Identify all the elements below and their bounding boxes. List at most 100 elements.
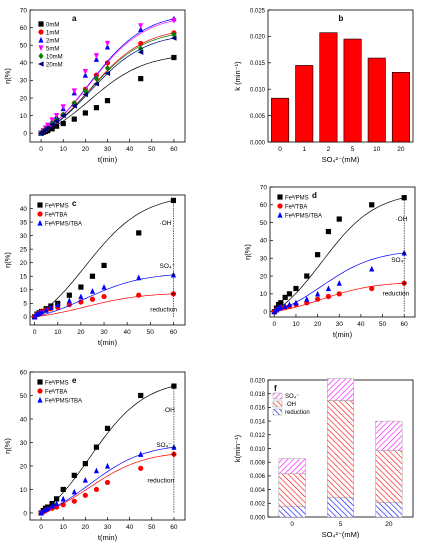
- x-tick-label-c: 50: [147, 329, 155, 336]
- y-tick-label-b: 0.000: [250, 140, 266, 146]
- annotation-oh-c: ·OH: [160, 220, 172, 227]
- data-point-e-1: [71, 498, 77, 504]
- data-point-a-4: [104, 64, 111, 72]
- y-tick-label-d: 30: [260, 256, 268, 263]
- annotation-reduction-e: reduction: [147, 477, 174, 484]
- legend-label-c-1: Feᴵᴵ/TBA: [45, 211, 67, 218]
- data-point-d-1: [315, 296, 321, 302]
- series-curve-c-2: [34, 274, 174, 318]
- legend-label-d-1: Feᴵᴵ/TBA: [285, 203, 307, 210]
- legend-marker-d-1: [277, 203, 283, 209]
- legend-swatch-f-1: [272, 400, 283, 408]
- y-tick-label-d: 70: [260, 184, 268, 191]
- data-point-c-0: [66, 292, 72, 298]
- legend-label-a-1: 1mM: [46, 30, 59, 36]
- data-point-a-5: [82, 91, 88, 98]
- x-tick-label-a: 0: [39, 146, 43, 153]
- y-tick-label-f: 0.014: [250, 419, 266, 425]
- x-tick-label-c: 0: [33, 329, 37, 336]
- x-tick-label-e: 30: [104, 524, 112, 531]
- stacked-bar-f-2-1: [375, 450, 403, 503]
- annotation-reduction-c: reduction: [150, 306, 177, 313]
- x-tick-label-a: 50: [148, 146, 156, 153]
- data-point-a-5: [44, 125, 51, 131]
- panel-letter-f: f: [274, 384, 277, 393]
- x-tick-label-e: 20: [82, 524, 90, 531]
- data-point-a-5: [60, 113, 66, 119]
- legend-marker-a-4: [38, 52, 44, 60]
- y-tick-label-e: 40: [20, 416, 28, 423]
- y-tick-label-d: 50: [260, 220, 268, 227]
- data-point-c-0: [136, 230, 142, 236]
- data-point-e-1: [104, 479, 111, 486]
- data-point-d-1: [325, 293, 332, 300]
- panel-letter-b: b: [339, 14, 344, 23]
- data-point-d-2: [369, 265, 375, 272]
- data-point-d-2: [271, 308, 277, 315]
- legend-label-f-1: ·OH: [285, 402, 296, 408]
- x-tick-label-b: 5: [351, 146, 355, 153]
- data-point-a-3: [104, 40, 111, 47]
- data-point-d-2: [282, 303, 288, 309]
- y-tick-label-a: 40: [20, 60, 28, 67]
- legend-marker-c-1: [37, 211, 43, 217]
- data-point-a-5: [93, 81, 100, 87]
- x-tick-label-f: 0: [290, 521, 294, 528]
- y-tick-label-e: 0: [23, 510, 27, 517]
- data-point-a-0: [104, 98, 111, 104]
- data-point-e-0: [93, 444, 100, 450]
- bar-b-4: [367, 57, 386, 143]
- y-tick-label-a: 10: [20, 113, 28, 120]
- legend-marker-c-0: [37, 202, 43, 208]
- y-tick-label-b: 0.005: [250, 114, 266, 120]
- data-point-d-2: [325, 285, 332, 292]
- y-tick-label-f: 0.008: [250, 461, 266, 467]
- y-tick-label-a: 20: [20, 95, 28, 102]
- y-tick-label-f: 0.016: [250, 406, 266, 412]
- y-tick-label-b: 0.015: [250, 61, 266, 67]
- legend-label-d-0: Feᴵᴵ/PMS: [285, 194, 309, 201]
- x-axis-label-a: t(min): [98, 155, 118, 164]
- data-point-c-1: [136, 292, 142, 298]
- data-point-a-3: [60, 104, 66, 110]
- data-point-a-0: [49, 126, 55, 132]
- y-tick-label-f: 0.010: [250, 447, 266, 453]
- x-tick-label-f: 20: [385, 521, 393, 528]
- y-tick-label-c: 40: [20, 206, 28, 213]
- legend-label-f-2: SO₄⁻: [285, 394, 299, 400]
- data-point-d-0: [325, 228, 332, 235]
- data-point-a-1: [138, 40, 144, 47]
- data-point-e-2: [138, 451, 144, 457]
- data-point-a-2: [104, 43, 111, 50]
- data-point-c-1: [78, 299, 84, 305]
- x-tick-label-b: 1: [302, 146, 306, 153]
- data-point-a-3: [138, 23, 144, 29]
- y-tick-label-a: 0: [23, 131, 27, 138]
- x-tick-label-e: 60: [170, 524, 178, 531]
- data-point-e-0: [104, 425, 111, 431]
- x-axis-label-b: SO₄²⁻(mM): [322, 155, 360, 164]
- annotation-so4-d: SO₄⁻: [391, 257, 407, 264]
- data-point-d-2: [273, 306, 280, 313]
- x-tick-label-c: 40: [124, 329, 132, 336]
- data-point-e-2: [71, 488, 77, 495]
- data-point-e-0: [60, 486, 66, 493]
- legend-label-e-2: Feᴵᴵ/PMS/TBA: [45, 397, 82, 404]
- data-point-c-2: [66, 297, 72, 304]
- y-tick-label-a: 50: [20, 43, 28, 50]
- data-point-a-3: [93, 53, 100, 59]
- data-point-a-3: [71, 88, 77, 95]
- stacked-bar-f-2-0: [375, 502, 403, 518]
- legend-label-c-2: Feᴵᴵ/PMS/TBA: [45, 220, 82, 227]
- legend-label-a-4: 10mM: [46, 54, 63, 60]
- y-tick-label-e: 50: [20, 393, 28, 400]
- data-point-d-0: [286, 291, 293, 297]
- legend-marker-a-1: [38, 29, 44, 35]
- data-point-a-0: [71, 116, 77, 122]
- legend-swatch-f-2: [272, 392, 283, 400]
- y-tick-label-f: 0.004: [250, 488, 266, 494]
- y-tick-label-c: 25: [20, 246, 28, 253]
- legend-marker-d-2: [277, 211, 283, 218]
- y-tick-label-a: 60: [20, 25, 28, 32]
- x-tick-label-a: 40: [126, 146, 134, 153]
